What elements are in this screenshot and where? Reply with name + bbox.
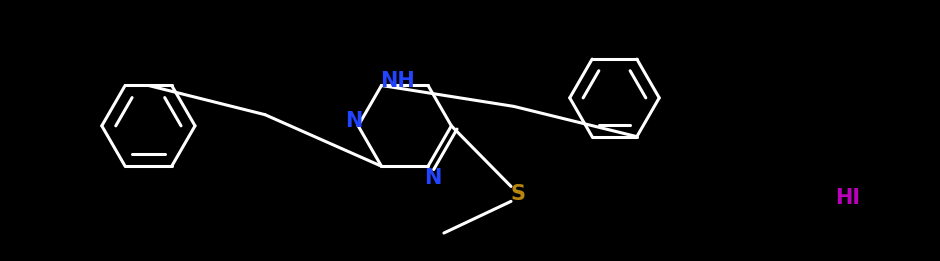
Text: S: S (511, 184, 526, 204)
Text: N: N (424, 168, 442, 188)
Text: HI: HI (835, 188, 860, 207)
Text: N: N (345, 111, 362, 131)
Text: NH: NH (380, 71, 415, 91)
